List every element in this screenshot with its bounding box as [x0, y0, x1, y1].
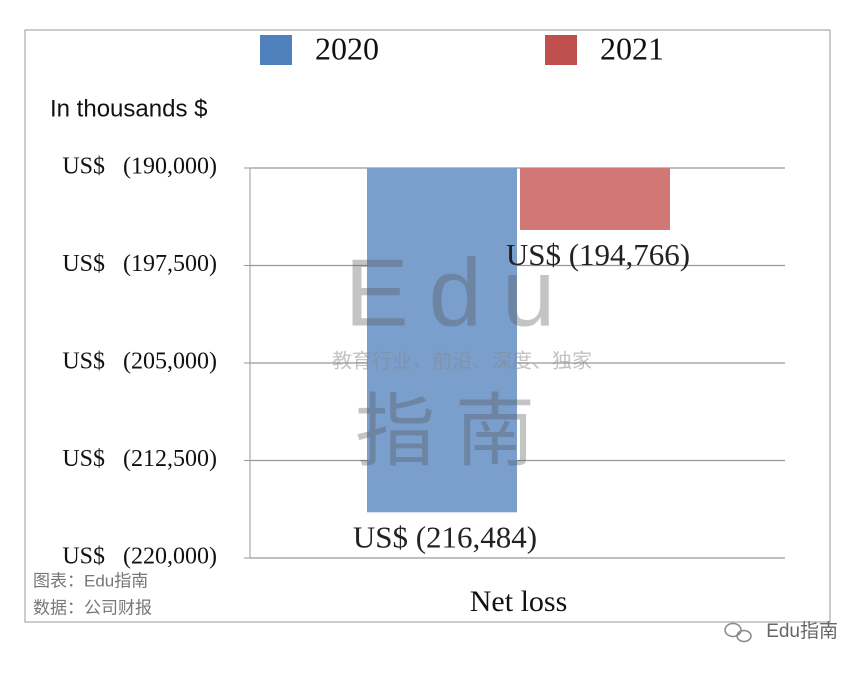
y-tick-label: US$ (212,500) [62, 446, 217, 472]
watermark-slogan: 教育行业，前沿、深度、独家 [332, 349, 592, 372]
note: 图表：Edu指南 [33, 571, 148, 590]
data-label: US$ (216,484) [353, 519, 537, 554]
legend-swatch [545, 35, 577, 65]
data-label: US$ (194,766) [506, 237, 690, 272]
bar [520, 168, 670, 230]
legend-swatch [260, 35, 292, 65]
account-name: Edu指南 [766, 620, 838, 642]
y-tick-label: US$ (197,500) [62, 251, 217, 277]
legend-label: 2020 [315, 30, 379, 66]
note: 数据：公司财报 [33, 598, 152, 617]
legend-label: 2021 [600, 30, 664, 66]
y-tick-label: US$ (190,000) [62, 154, 217, 180]
y-axis-label: In thousands $ [50, 95, 207, 122]
x-tick-label: Net loss [470, 585, 568, 618]
wechat-icon [724, 622, 752, 643]
watermark-logo: Edu [345, 239, 576, 346]
y-tick-label: US$ (220,000) [62, 544, 217, 570]
chart-frame [24, 29, 831, 623]
bar [367, 168, 517, 513]
watermark-name: 指南 [355, 387, 555, 476]
plot-area: US$ (190,000) US$ (197,500) US$ (205,000) U… [62, 30, 785, 618]
y-tick-label: US$ (205,000) [62, 349, 217, 375]
